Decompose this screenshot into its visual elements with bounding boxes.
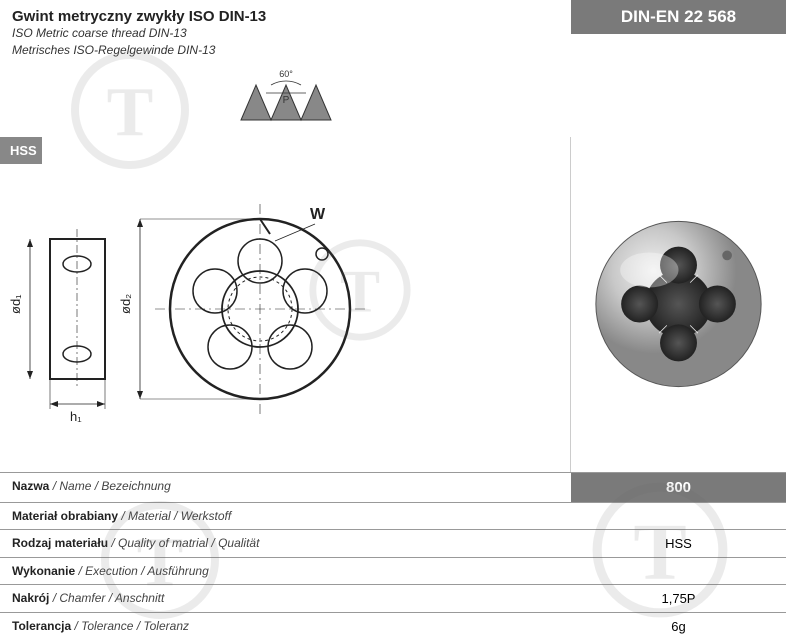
thread-pitch-label: P [282, 95, 289, 106]
spec-value [571, 503, 786, 529]
title-sub1: ISO Metric coarse thread DIN-13 [12, 25, 559, 42]
title-main: Gwint metryczny zwykły ISO DIN-13 [12, 8, 559, 25]
svg-text:ød₂: ød₂ [118, 293, 133, 313]
spec-value: 800 [571, 473, 786, 502]
technical-drawing: ød₁ h₁ [0, 164, 570, 454]
svg-text:h₁: h₁ [70, 409, 82, 424]
hss-badge: HSS [0, 137, 42, 164]
spec-row: Wykonanie / Execution / Ausführung [0, 557, 786, 584]
spec-row: Nakrój / Chamfer / Anschnitt1,75P [0, 584, 786, 612]
spec-label: Nazwa / Name / Bezeichnung [0, 473, 571, 502]
spec-label: Materiał obrabiany / Material / Werkstof… [0, 503, 571, 529]
din-standard-badge: DIN-EN 22 568 [571, 0, 786, 34]
spec-value: 6g [571, 613, 786, 640]
title-sub2: Metrisches ISO-Regelgewinde DIN-13 [12, 42, 559, 59]
spec-label: Nakrój / Chamfer / Anschnitt [0, 585, 571, 612]
thread-angle-label: 60° [279, 69, 293, 79]
thread-profile-diagram: 60° P [12, 59, 559, 133]
spec-label: Tolerancja / Tolerance / Toleranz [0, 613, 571, 640]
title-block: Gwint metryczny zwykły ISO DIN-13 ISO Me… [0, 0, 571, 137]
spec-value [571, 558, 786, 584]
spec-row: Rodzaj materiału / Quality of matrial / … [0, 529, 786, 557]
spec-value: HSS [571, 530, 786, 557]
svg-text:W: W [310, 206, 326, 223]
spec-row: Materiał obrabiany / Material / Werkstof… [0, 502, 786, 529]
svg-text:ød₁: ød₁ [10, 293, 23, 313]
spec-label: Rodzaj materiału / Quality of matrial / … [0, 530, 571, 557]
spec-value: 1,75P [571, 585, 786, 612]
product-photo [571, 137, 786, 472]
spec-label: Wykonanie / Execution / Ausführung [0, 558, 571, 584]
spec-row: Nazwa / Name / Bezeichnung800 [0, 472, 786, 502]
spec-table: Nazwa / Name / Bezeichnung800Materiał ob… [0, 472, 786, 640]
